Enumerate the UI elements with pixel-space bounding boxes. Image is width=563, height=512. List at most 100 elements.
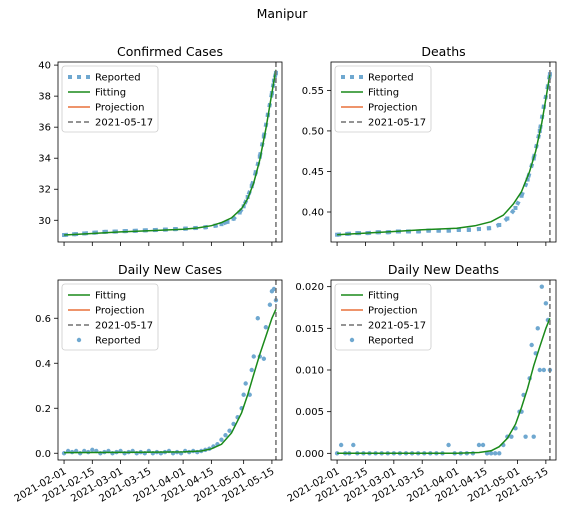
legend-label: Projection bbox=[95, 103, 144, 114]
fitting-line bbox=[64, 69, 277, 236]
reported-point bbox=[480, 442, 486, 448]
reported-point bbox=[223, 433, 228, 438]
legend-label: 2021-05-17 bbox=[95, 118, 153, 129]
reported-point bbox=[488, 451, 494, 456]
reported-point bbox=[406, 229, 411, 234]
reported-point bbox=[271, 286, 277, 292]
y-tick-label: 0.2 bbox=[35, 404, 51, 415]
plot-data bbox=[61, 286, 279, 456]
legend-label: 2021-05-17 bbox=[368, 118, 426, 129]
reported-point bbox=[231, 216, 236, 221]
reported-point bbox=[466, 227, 471, 232]
legend-label: Fitting bbox=[95, 88, 126, 99]
reported-point bbox=[263, 325, 269, 330]
legend: Fitting Projection 2021-05-17 Reported bbox=[61, 283, 159, 351]
y-tick-label: 32 bbox=[38, 185, 51, 196]
legend-label: Projection bbox=[368, 103, 417, 114]
y-tick-label: 38 bbox=[38, 92, 51, 103]
reported-point bbox=[213, 223, 218, 228]
reported-point bbox=[519, 193, 524, 198]
reported-point bbox=[505, 216, 510, 221]
reported-point bbox=[529, 342, 534, 348]
fitting-line bbox=[337, 74, 551, 236]
reported-point bbox=[497, 451, 502, 456]
reported-point bbox=[456, 227, 461, 232]
y-tick-label: 0.015 bbox=[295, 324, 324, 335]
reported-point bbox=[253, 170, 258, 175]
reported-point bbox=[62, 233, 67, 238]
fitting-line bbox=[64, 308, 277, 454]
plot-data bbox=[335, 72, 552, 237]
reported-point bbox=[476, 442, 482, 448]
chart-title: Daily New Deaths bbox=[388, 262, 499, 277]
reported-point bbox=[90, 447, 95, 453]
reported-point bbox=[525, 177, 530, 182]
legend-label: Reported bbox=[95, 336, 141, 347]
reported-point bbox=[436, 228, 441, 233]
reported-point bbox=[219, 222, 224, 227]
chart-title: Daily New Cases bbox=[118, 262, 222, 277]
reported-point bbox=[509, 434, 514, 439]
reported-point bbox=[351, 442, 356, 448]
reported-point bbox=[237, 210, 242, 215]
legend-label: Projection bbox=[95, 306, 144, 317]
reported-point bbox=[225, 219, 230, 224]
chart-panel: Confirmed Cases 30 32 34 36 38 40 Reported Fitti… bbox=[38, 44, 283, 246]
reported-point bbox=[476, 227, 481, 232]
reported-point bbox=[446, 442, 451, 448]
legend-box bbox=[334, 65, 432, 133]
legend-label: Reported bbox=[95, 73, 141, 84]
legend-label: Reported bbox=[368, 73, 414, 84]
y-tick-label: 0.005 bbox=[295, 407, 324, 418]
y-tick-label: 0.50 bbox=[302, 126, 324, 137]
axes-frame bbox=[57, 61, 283, 243]
reported-point bbox=[543, 301, 549, 306]
legend-label: Reported bbox=[368, 336, 414, 347]
chart-panel: Daily New Cases0.00.20.40.62021-02-01202… bbox=[13, 262, 283, 505]
chart-panel: Daily New Deaths 0.000 0.005 0.010 0.015 0.02… bbox=[286, 262, 557, 505]
y-tick-label: 0.010 bbox=[295, 366, 324, 377]
reported-point bbox=[539, 284, 545, 289]
figure-title: Manipur bbox=[257, 6, 309, 21]
legend-box bbox=[61, 283, 159, 351]
reported-point bbox=[497, 222, 502, 227]
legend-reported-swatch bbox=[76, 337, 82, 343]
reported-point bbox=[243, 381, 248, 386]
reported-point bbox=[335, 232, 340, 237]
reported-point bbox=[338, 442, 344, 448]
reported-point bbox=[541, 367, 547, 373]
legend-reported-swatch bbox=[349, 337, 355, 343]
reported-point bbox=[102, 229, 107, 234]
reported-point bbox=[426, 228, 431, 233]
legend-label: Projection bbox=[368, 306, 417, 317]
legend-label: Fitting bbox=[95, 291, 126, 302]
chart-title: Confirmed Cases bbox=[117, 44, 223, 59]
chart-title: Deaths bbox=[421, 44, 465, 59]
reported-point bbox=[535, 326, 540, 331]
plot-data bbox=[334, 284, 553, 456]
y-tick-label: 0.6 bbox=[35, 314, 51, 325]
reported-point bbox=[267, 302, 273, 307]
legend-box bbox=[61, 65, 159, 133]
reported-point bbox=[219, 437, 224, 442]
reported-point bbox=[255, 316, 260, 321]
y-tick-label: 0.55 bbox=[302, 86, 324, 97]
y-tick-label: 30 bbox=[38, 216, 51, 227]
y-tick-label: 0.45 bbox=[302, 167, 324, 178]
reported-point bbox=[98, 451, 103, 456]
reported-point bbox=[227, 428, 232, 433]
y-tick-label: 0.40 bbox=[302, 208, 324, 219]
legend-label: 2021-05-17 bbox=[95, 321, 153, 332]
reported-point bbox=[251, 354, 256, 359]
reported-point bbox=[446, 228, 451, 233]
reported-point bbox=[261, 356, 267, 361]
y-tick-label: 0.4 bbox=[35, 359, 51, 370]
y-tick-label: 36 bbox=[38, 123, 51, 134]
fitting-line bbox=[337, 318, 551, 455]
reported-point bbox=[492, 451, 498, 456]
legend: Reported Fitting Projection 2021-05-17 bbox=[334, 65, 432, 133]
chart-panel: Deaths 0.40 0.45 0.50 0.55 Reported Fitting Pro… bbox=[302, 44, 557, 246]
legend-label: Fitting bbox=[368, 88, 399, 99]
legend-box bbox=[334, 283, 432, 351]
